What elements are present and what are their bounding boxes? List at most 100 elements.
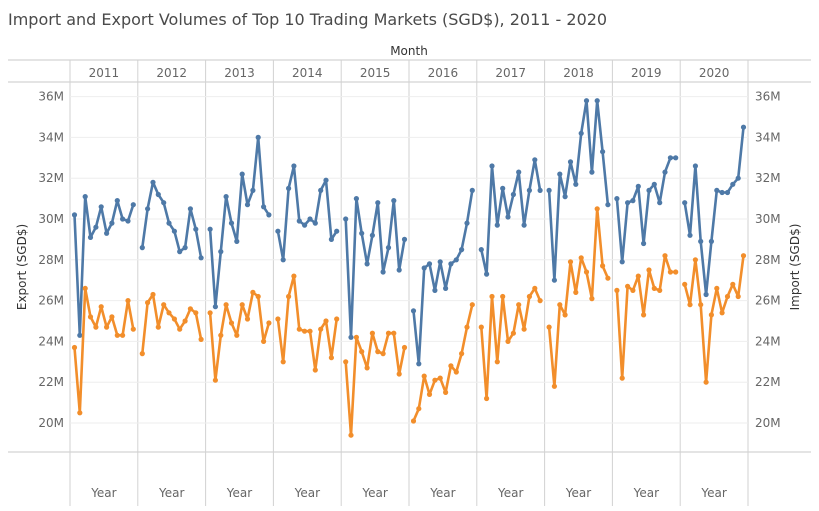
data-point [139,351,145,357]
data-point [692,163,699,169]
data-point [328,236,334,242]
data-point [526,293,533,300]
left-axis-title: Export (SGD$) [15,224,29,310]
data-point [557,302,563,308]
data-point [500,185,506,191]
data-point [104,324,110,330]
data-point [421,373,427,379]
data-point [698,238,704,244]
data-point [510,330,516,336]
year-header-label: 2012 [156,66,187,80]
data-point [573,181,579,187]
data-point [171,316,177,322]
data-point [740,253,747,259]
data-point [239,171,245,177]
data-point [166,310,172,316]
year-header-label: 2019 [631,66,662,80]
data-point [130,326,136,332]
data-point [250,187,256,193]
right-tick-label: 30M [755,212,781,226]
data-point [630,198,636,204]
data-point [218,249,224,255]
data-point [573,289,579,295]
data-point [77,410,83,416]
year-header-label: 2013 [224,66,255,80]
data-point [505,214,511,220]
data-point [302,328,308,334]
data-point [385,330,392,336]
series-1 [71,206,747,438]
data-point [532,285,538,291]
data-point [551,383,558,389]
data-point [266,212,272,218]
right-axis-title: Import (SGD$) [788,224,802,311]
year-axis-label: Year [226,486,252,500]
series-0 [71,98,747,367]
data-point [641,240,647,247]
data-point [448,261,454,267]
column-header: Month [390,44,428,58]
year-axis-label: Year [294,486,320,500]
data-point [562,194,568,200]
data-point [125,298,131,304]
left-tick-label: 28M [38,253,64,267]
data-point [323,318,329,324]
data-point [730,281,736,287]
data-point [296,218,302,224]
series-line [344,331,406,437]
data-point [396,371,402,377]
data-point [280,359,286,365]
data-point [537,298,543,304]
data-point [218,332,224,338]
data-point [416,406,422,412]
data-point [437,259,443,265]
data-point [145,300,151,306]
data-point [193,310,199,316]
data-point [692,257,699,263]
data-point [673,269,679,275]
data-point [343,216,349,222]
data-point [635,183,641,189]
year-header-label: 2011 [89,66,120,80]
data-point [130,202,136,208]
data-point [651,181,657,187]
data-point [328,355,334,361]
data-point [432,377,438,383]
data-point [614,196,620,202]
data-point [432,287,438,293]
data-point [484,395,490,402]
series-line [479,158,542,276]
year-axis-label: Year [361,486,387,500]
data-point [250,289,256,295]
data-point [589,296,595,302]
data-point [223,302,229,308]
data-point [375,200,381,206]
series-line [276,164,339,262]
data-point [651,285,657,291]
right-tick-label: 22M [755,375,781,389]
data-point [735,175,741,181]
data-point [239,302,245,308]
data-point [369,232,375,238]
year-header-label: 2017 [495,66,526,80]
year-header-label: 2020 [699,66,730,80]
data-point [703,379,709,385]
data-point [401,236,408,242]
data-point [359,349,365,355]
data-point [261,204,267,210]
data-point [93,224,99,230]
data-point [625,283,631,289]
data-point [198,255,204,261]
right-tick-label: 32M [755,171,781,185]
data-point [459,247,465,253]
data-point [708,238,715,244]
data-point [546,187,552,193]
data-point [724,293,731,300]
data-point [546,324,552,330]
data-point [391,330,397,336]
data-point [139,245,145,251]
left-tick-label: 30M [38,212,64,226]
data-point [625,200,631,206]
data-point [286,185,292,191]
